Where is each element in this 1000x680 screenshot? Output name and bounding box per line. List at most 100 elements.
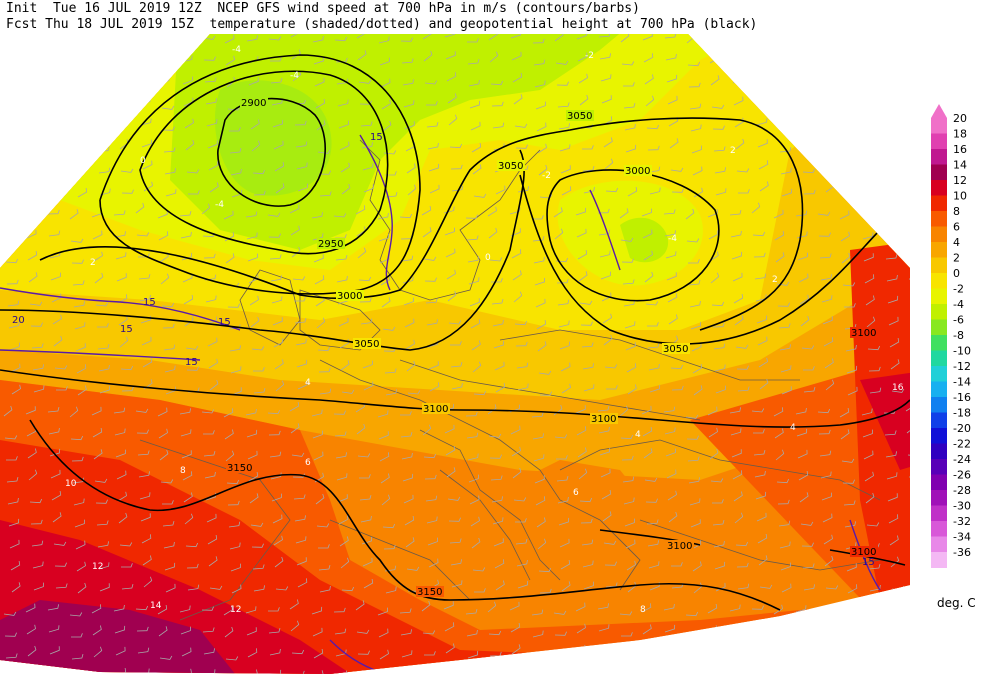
wind-barb	[116, 75, 128, 84]
wind-barb	[862, 626, 873, 636]
wind-barb	[911, 515, 921, 521]
wind-barb	[9, 539, 20, 549]
wind-barb	[819, 253, 832, 259]
wind-barb	[865, 295, 875, 306]
wind-barb	[121, 386, 134, 392]
wind-barb	[840, 429, 850, 440]
wind-barb	[621, 652, 634, 659]
wind-barb	[510, 34, 522, 39]
wind-barb	[663, 603, 675, 611]
wind-barb	[164, 365, 176, 373]
temp-label: 16	[892, 383, 904, 393]
wind-barb	[647, 322, 659, 327]
wind-barb	[641, 208, 652, 217]
wind-barb	[340, 162, 350, 173]
colorbar-label: -8	[953, 329, 964, 342]
wind-barb	[138, 273, 151, 280]
wind-barb	[490, 475, 503, 481]
wind-barb	[359, 474, 371, 479]
wind-barb	[27, 448, 37, 459]
wind-barb	[318, 367, 331, 373]
wind-barb	[118, 117, 129, 128]
wind-barb	[752, 34, 766, 39]
wind-barb	[293, 494, 306, 500]
colorbar-swatch	[931, 335, 947, 351]
wind-barb	[557, 102, 570, 108]
wind-barb	[712, 125, 725, 130]
wind-barb	[50, 667, 61, 674]
wind-barb	[315, 493, 325, 505]
wind-barb	[7, 103, 20, 109]
wind-barb	[558, 123, 570, 130]
wind-barb	[28, 74, 38, 85]
wind-barb	[250, 316, 260, 328]
colorbar-label: 18	[953, 128, 967, 141]
wind-barb	[820, 274, 832, 281]
wind-barb	[582, 145, 594, 150]
wind-barb	[356, 629, 370, 634]
wind-barb	[51, 490, 62, 501]
wind-barb	[296, 557, 307, 566]
wind-barb	[272, 119, 284, 128]
wind-barb	[425, 298, 438, 304]
temp-label: 10	[65, 479, 77, 489]
wind-barb	[248, 77, 259, 86]
wind-barb	[465, 411, 478, 417]
wind-barb	[356, 423, 366, 435]
wind-barb	[8, 321, 20, 329]
wind-barb	[472, 164, 482, 175]
wind-barb	[532, 433, 544, 440]
wind-barb	[363, 184, 374, 193]
wind-barb	[737, 583, 750, 590]
wind-barb	[116, 273, 127, 282]
wind-barb	[818, 35, 832, 40]
wind-barb	[730, 428, 742, 436]
wind-barb	[274, 359, 284, 370]
wind-barb	[378, 431, 389, 440]
wind-barb	[120, 168, 134, 173]
wind-speed-contours	[0, 134, 881, 673]
wind-barb	[884, 35, 898, 41]
wind-barb	[668, 314, 678, 325]
wind-barb	[48, 625, 60, 633]
wind-barb	[317, 346, 331, 352]
wind-barb	[247, 648, 258, 658]
wind-barb	[534, 672, 545, 674]
wind-barb	[754, 668, 766, 674]
wind-barb	[533, 59, 546, 66]
wind-barb	[292, 276, 306, 281]
wind-barb	[914, 381, 923, 389]
wind-barb	[99, 385, 111, 394]
wind-barb	[98, 562, 110, 570]
wind-barb	[511, 644, 521, 655]
wind-barb	[643, 53, 654, 63]
wind-barb	[54, 159, 64, 171]
wind-barb	[731, 449, 742, 458]
wind-barb	[29, 95, 39, 107]
wind-barb	[665, 53, 677, 61]
wind-barb	[429, 184, 440, 194]
height-label: 3100	[423, 404, 448, 415]
wind-barb	[646, 519, 659, 525]
temperature-labels: -4 -4 -4 -4 -2 -2 0 0 2 2 2 4 4 4 6 6 8 …	[65, 45, 904, 643]
wind-barb	[311, 409, 323, 417]
wind-barb	[251, 346, 265, 351]
wind-barb	[162, 323, 175, 329]
wind-barb	[821, 97, 833, 105]
wind-barb	[333, 410, 346, 415]
wind-barb	[884, 430, 897, 436]
wind-barb	[119, 336, 129, 348]
wind-barb	[622, 476, 635, 483]
wind-barb	[203, 430, 215, 435]
wind-barb	[778, 520, 791, 527]
colorbar-swatch	[931, 164, 947, 181]
wind-barb	[641, 603, 652, 613]
wind-barb	[908, 78, 910, 83]
wind-barb	[229, 542, 241, 550]
wind-barb	[707, 406, 718, 416]
wind-barb	[692, 363, 703, 374]
wind-barb	[25, 406, 36, 415]
wind-barb	[382, 523, 396, 529]
wind-barb	[160, 273, 170, 285]
wind-barb	[884, 627, 897, 634]
